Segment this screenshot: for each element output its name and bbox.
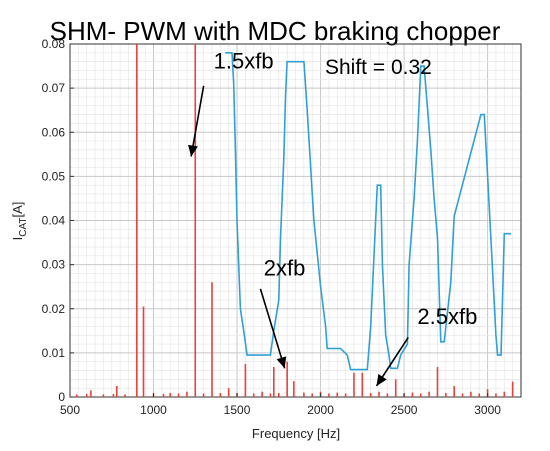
y-tick-label: 0 — [58, 390, 65, 404]
shift-annotation: Shift = 0.32 — [325, 56, 432, 79]
annotation-arrow-head — [376, 374, 387, 386]
annotations: 1.5xfb 2xfb 2.5xfb — [188, 48, 477, 387]
y-tick-label: 0.03 — [42, 258, 66, 272]
grid — [69, 43, 522, 398]
chart-title: SHM- PWM with MDC braking chopper — [50, 16, 501, 46]
limit-step-line — [225, 51, 511, 371]
y-axis-label-sub: CAT — [18, 218, 29, 237]
x-tick-label: 2000 — [307, 403, 334, 417]
x-tick-label: 3000 — [474, 403, 501, 417]
annotation-arrow-shaft — [259, 288, 286, 369]
annotation-arrow-head — [276, 356, 287, 369]
limit-series — [225, 51, 511, 371]
y-axis-label-main: I — [10, 237, 25, 241]
axis-ticks: 500 1000 1500 2000 2500 3000 0 0.01 0.02 0.03 0.04… — [42, 37, 502, 417]
x-tick-label: 2500 — [391, 403, 418, 417]
x-tick-label: 500 — [60, 403, 80, 417]
annotation-arrow-shaft — [190, 85, 205, 157]
x-axis-label: Frequency [Hz] — [252, 426, 340, 441]
y-axis-label-unit: [A] — [10, 202, 25, 218]
annotation-label: 1.5xfb — [214, 48, 274, 73]
y-tick-label: 0.08 — [42, 37, 66, 51]
y-tick-label: 0.05 — [42, 169, 66, 183]
annotation-label: 2xfb — [264, 256, 306, 281]
y-tick-label: 0.01 — [42, 346, 66, 360]
annotation-label: 2.5xfb — [417, 304, 477, 329]
y-tick-label: 0.04 — [42, 214, 66, 228]
x-tick-label: 1500 — [224, 403, 251, 417]
y-tick-label: 0.07 — [42, 81, 66, 95]
x-tick-label: 1000 — [140, 403, 167, 417]
y-tick-label: 0.06 — [42, 125, 66, 139]
y-axis-label: ICAT[A] — [10, 202, 29, 241]
y-tick-label: 0.02 — [42, 302, 66, 316]
annotation-arrow-head — [188, 144, 198, 157]
